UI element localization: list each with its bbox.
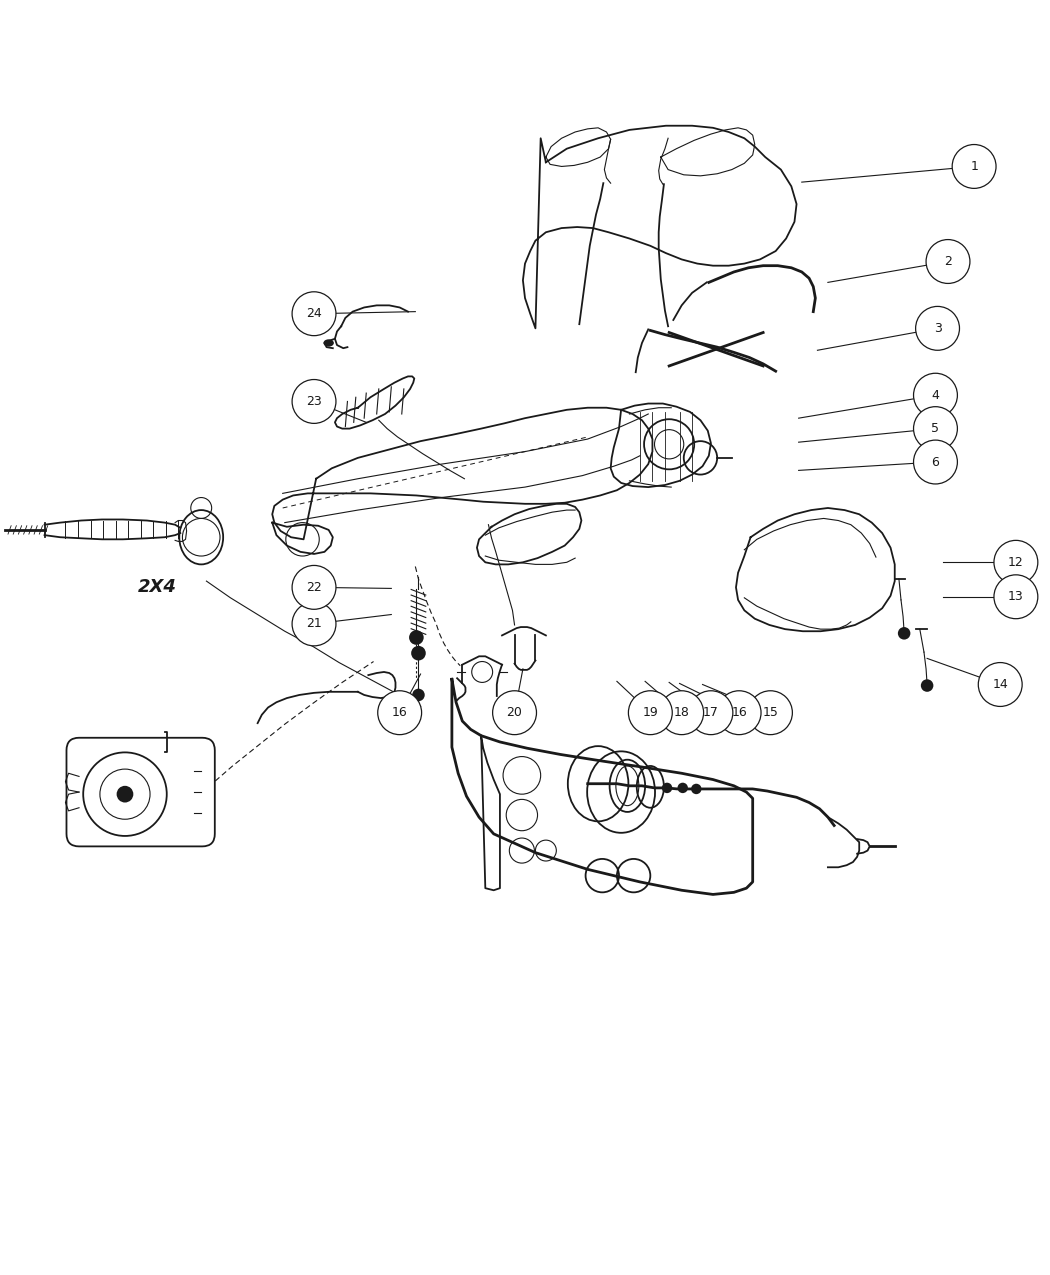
Text: 1: 1 <box>970 159 978 173</box>
Circle shape <box>628 691 672 734</box>
Circle shape <box>926 240 970 283</box>
Circle shape <box>898 627 910 640</box>
Circle shape <box>292 602 336 646</box>
Text: 6: 6 <box>931 455 940 468</box>
Text: 2X4: 2X4 <box>138 579 176 597</box>
Text: 12: 12 <box>1008 556 1024 569</box>
Text: 4: 4 <box>931 389 940 402</box>
Circle shape <box>492 691 537 734</box>
Circle shape <box>378 691 422 734</box>
Circle shape <box>952 144 996 189</box>
Text: 2: 2 <box>944 255 952 268</box>
Circle shape <box>914 374 958 417</box>
Text: 13: 13 <box>1008 590 1024 603</box>
Circle shape <box>717 691 761 734</box>
Circle shape <box>916 306 960 351</box>
Text: 15: 15 <box>762 706 778 719</box>
Circle shape <box>994 575 1037 618</box>
Circle shape <box>412 646 426 660</box>
Text: 24: 24 <box>307 307 322 320</box>
Circle shape <box>677 783 688 793</box>
Circle shape <box>117 785 133 802</box>
Circle shape <box>292 292 336 335</box>
Circle shape <box>659 691 704 734</box>
Text: 16: 16 <box>731 706 747 719</box>
Text: 20: 20 <box>506 706 523 719</box>
Circle shape <box>691 784 701 794</box>
Text: 16: 16 <box>392 706 407 719</box>
Text: 19: 19 <box>643 706 658 719</box>
Circle shape <box>689 691 733 734</box>
Circle shape <box>921 680 933 692</box>
Circle shape <box>914 440 958 484</box>
Text: 22: 22 <box>307 581 322 594</box>
Text: 18: 18 <box>674 706 690 719</box>
FancyBboxPatch shape <box>66 738 215 847</box>
Text: 5: 5 <box>931 422 940 435</box>
Text: 23: 23 <box>307 395 322 408</box>
Text: 21: 21 <box>307 617 322 630</box>
Circle shape <box>413 688 425 701</box>
Circle shape <box>914 407 958 450</box>
Text: 3: 3 <box>933 321 942 335</box>
Circle shape <box>410 630 424 645</box>
Ellipse shape <box>323 339 334 347</box>
Circle shape <box>292 380 336 423</box>
Text: 14: 14 <box>992 678 1008 691</box>
Text: 4X4: 4X4 <box>138 827 176 845</box>
Circle shape <box>749 691 793 734</box>
Text: 17: 17 <box>702 706 719 719</box>
Circle shape <box>292 565 336 609</box>
Circle shape <box>994 541 1037 584</box>
Circle shape <box>979 663 1022 706</box>
Circle shape <box>662 783 672 793</box>
